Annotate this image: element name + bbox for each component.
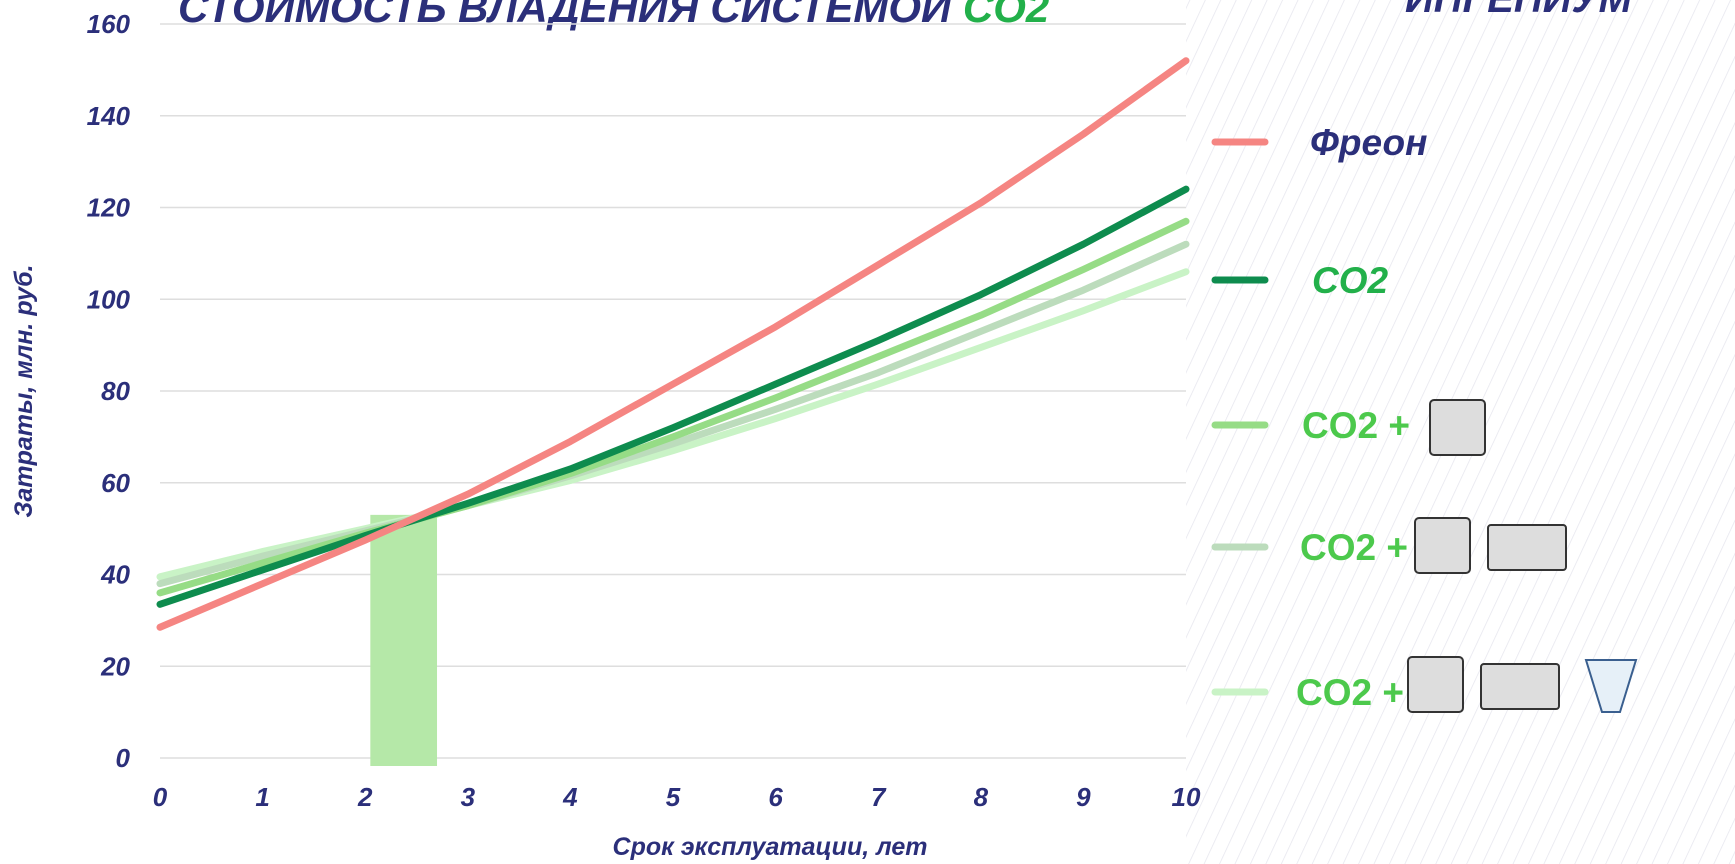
y-tick-label: 140 xyxy=(87,101,131,131)
logo: ИНГЕНИУМ xyxy=(1405,0,1634,21)
y-tick-label: 160 xyxy=(87,9,131,39)
x-tick-label: 10 xyxy=(1172,782,1201,812)
y-tick-label: 40 xyxy=(100,560,130,590)
x-tick-label: 0 xyxy=(153,782,168,812)
plot-area: 0 20 40 60 80 100 120 140 160 0 1 2 3 4 5 6 7 8 9 10 xyxy=(87,9,1201,812)
x-tick-label: 9 xyxy=(1076,782,1091,812)
y-axis-label: Затраты, млн. руб. xyxy=(10,264,38,517)
y-tick-label: 80 xyxy=(101,376,130,406)
legend-label: CO2 + xyxy=(1302,405,1410,446)
x-tick-label: 6 xyxy=(768,782,783,812)
x-tick-label: 3 xyxy=(461,782,476,812)
x-tick-label: 1 xyxy=(255,782,269,812)
y-tick-label: 120 xyxy=(87,193,131,223)
y-tick-label: 0 xyxy=(116,743,131,773)
legend-label: CO2 + xyxy=(1300,527,1408,568)
x-tick-label: 5 xyxy=(666,782,681,812)
x-tick-label: 8 xyxy=(974,782,989,812)
shaded-range xyxy=(370,515,437,766)
chart: СТОИМОСТЬ ВЛАДЕНИЯ СИСТЕМОЙ CO2 ИНГЕНИУМ… xyxy=(0,0,1735,864)
legend-label: CO2 + xyxy=(1296,672,1404,713)
x-tick-label: 2 xyxy=(357,782,373,812)
y-tick-label: 100 xyxy=(87,284,131,314)
y-tick-label: 20 xyxy=(100,651,130,681)
x-tick-label: 7 xyxy=(871,782,887,812)
chart-title: СТОИМОСТЬ ВЛАДЕНИЯ СИСТЕМОЙ CO2 xyxy=(178,0,1049,31)
legend-label: Фреон xyxy=(1310,122,1427,163)
x-tick-label: 4 xyxy=(562,782,578,812)
y-tick-label: 60 xyxy=(101,468,130,498)
x-axis-label: Срок эксплуатации, лет xyxy=(613,833,928,861)
legend-label: CO2 xyxy=(1312,260,1389,301)
